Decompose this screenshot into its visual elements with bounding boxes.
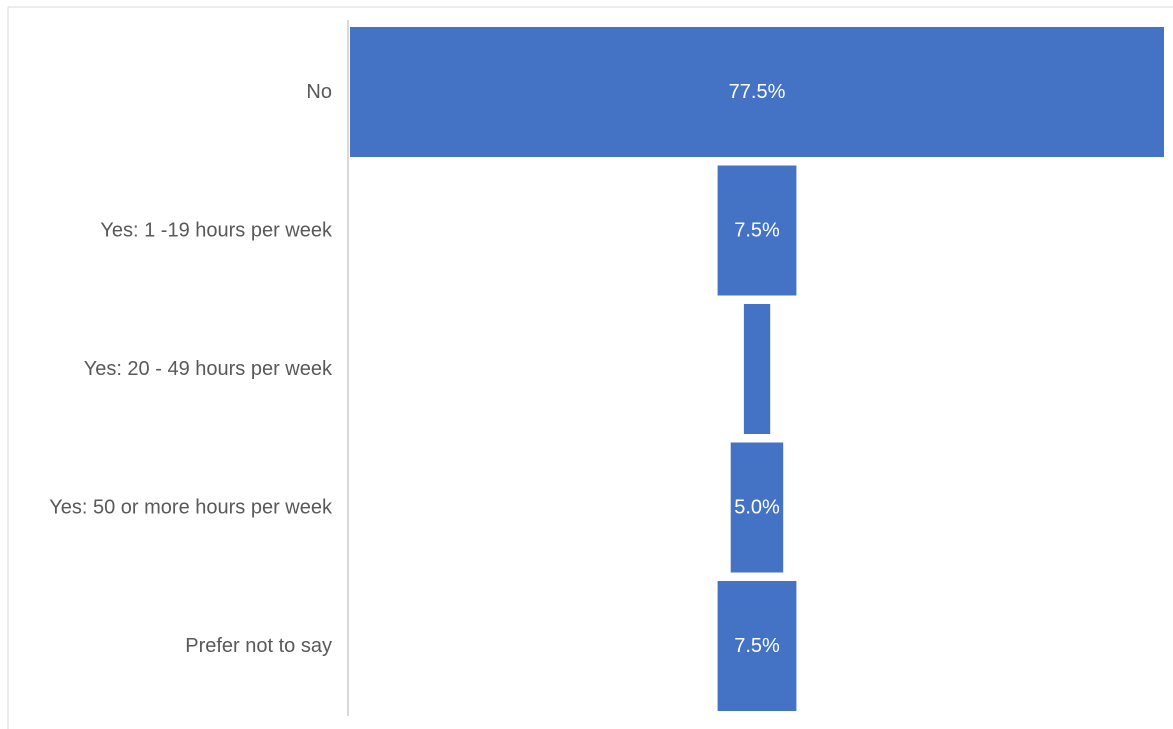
category-label: Yes: 1 -19 hours per week [100,220,333,242]
category-label: Yes: 20 - 49 hours per week [84,358,333,380]
funnel-bar [717,581,797,711]
data-label: 5.0% [734,497,780,519]
funnel-bar [717,165,797,296]
data-label: 7.5% [734,220,780,242]
funnel-bar [730,442,784,573]
category-labels-layer: No Yes: 1 -19 hours per week Yes: 20 - 49 … [49,81,333,657]
category-label: No [306,81,332,103]
funnel-bar [350,27,1164,157]
funnel-bar [743,304,771,434]
category-label: Yes: 50 or more hours per week [49,497,333,519]
data-label: 7.5% [734,635,780,657]
category-label: Prefer not to say [185,635,332,657]
data-label: 77.5% [729,81,786,103]
bars-layer: 77.5% 7.5% 5.0% 7.5% [350,27,1164,711]
